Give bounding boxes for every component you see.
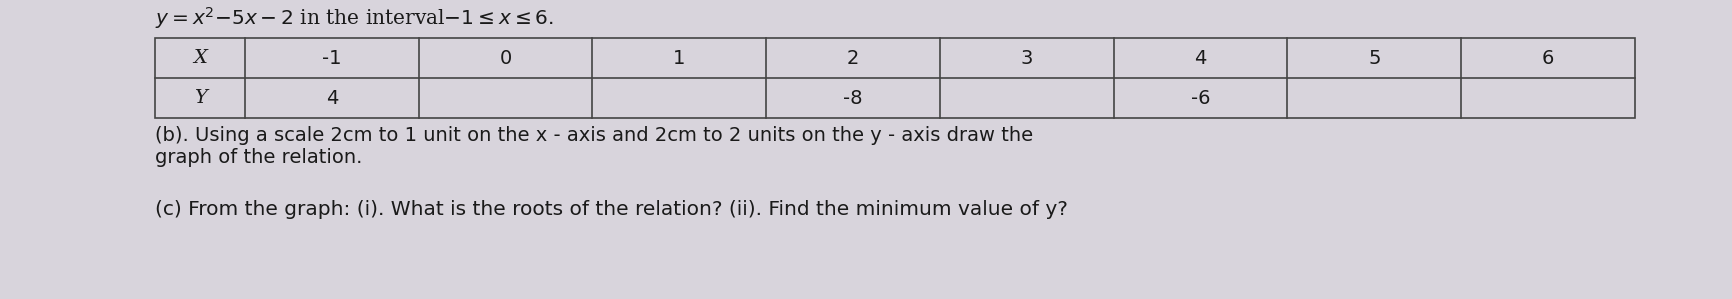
Text: (c) From the graph: (i). What is the roots of the relation? (ii). Find the minim: (c) From the graph: (i). What is the roo…: [154, 200, 1067, 219]
Text: 4: 4: [326, 89, 338, 108]
Text: $y = x^2$$ - 5x -2$ in the interval$-1 \leq x \leq 6.$: $y = x^2$$ - 5x -2$ in the interval$-1 \…: [154, 5, 554, 31]
Text: 6: 6: [1541, 48, 1554, 68]
Text: 2: 2: [847, 48, 859, 68]
Bar: [154, 38, 1633, 118]
Text: -6: -6: [1190, 89, 1209, 108]
Text: 5: 5: [1367, 48, 1380, 68]
Text: X: X: [192, 49, 206, 67]
Text: -8: -8: [843, 89, 863, 108]
Text: 4: 4: [1193, 48, 1205, 68]
Text: 1: 1: [672, 48, 686, 68]
Text: Y: Y: [194, 89, 206, 107]
Text: (b). Using a scale 2cm to 1 unit on the x - axis and 2cm to 2 units on the y - a: (b). Using a scale 2cm to 1 unit on the …: [154, 126, 1032, 145]
Text: 3: 3: [1020, 48, 1032, 68]
Text: graph of the relation.: graph of the relation.: [154, 148, 362, 167]
Text: 0: 0: [499, 48, 511, 68]
Text: -1: -1: [322, 48, 341, 68]
